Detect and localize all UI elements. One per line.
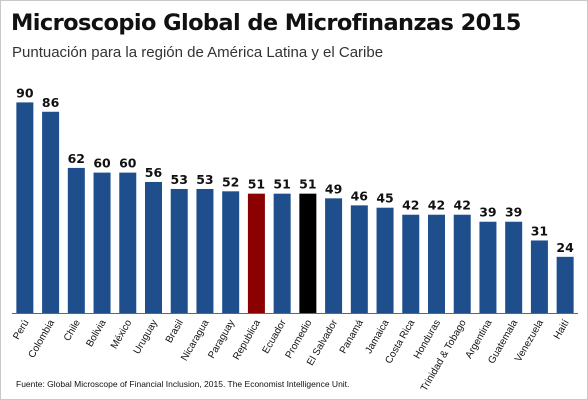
category-label: Perú (11, 318, 31, 342)
bar-value-label: 51 (299, 177, 316, 192)
bar-value-label: 86 (42, 95, 60, 110)
bar-11 (299, 193, 317, 313)
bar-8 (222, 191, 240, 313)
bar-7 (196, 188, 214, 313)
bar-0 (16, 102, 34, 314)
bar-19 (505, 221, 523, 313)
bar-value-label: 46 (351, 188, 369, 203)
bar-value-label: 60 (119, 156, 137, 171)
bar-2 (67, 167, 85, 313)
bar-value-label: 60 (93, 156, 111, 171)
chart-subtitle: Puntuación para la región de América Lat… (12, 44, 384, 61)
category-label: México (109, 318, 135, 351)
bar-value-label: 53 (196, 172, 213, 187)
bar-6 (170, 188, 188, 313)
bar-5 (145, 181, 162, 313)
bar-17 (453, 214, 471, 313)
bar-value-label: 24 (556, 240, 574, 255)
bar-value-label: 52 (222, 174, 239, 189)
bar-21 (556, 256, 574, 313)
category-label: Ecuador (261, 317, 289, 355)
bar-value-label: 31 (531, 223, 548, 238)
bar-value-label: 39 (479, 205, 496, 220)
bar-14 (376, 207, 394, 313)
bar-15 (402, 214, 420, 313)
bar-value-label: 42 (454, 198, 471, 213)
bar-9 (247, 193, 265, 313)
bar-value-label: 51 (273, 177, 290, 192)
category-label: Jamaica (363, 318, 391, 356)
bar-3 (93, 172, 111, 313)
bar-value-label: 51 (248, 177, 265, 192)
chart-title: Microscopio Global de Microfinanzas 2015 (11, 10, 521, 36)
bar-1 (42, 111, 60, 313)
category-label: Uruguay (132, 318, 160, 356)
bar-value-label: 56 (145, 165, 163, 180)
source-note: Fuente: Global Microscope of Financial I… (16, 379, 350, 389)
bar-value-label: 53 (171, 172, 188, 187)
category-label: Brasil (164, 318, 186, 345)
bar-value-label: 62 (68, 151, 85, 166)
category-label: Chile (62, 318, 83, 344)
bar-value-label: 42 (428, 198, 445, 213)
bar-value-label: 42 (402, 198, 419, 213)
category-label: Bolivia (84, 318, 108, 349)
bar-4 (119, 172, 137, 313)
bar-value-label: 90 (16, 85, 34, 100)
bar-18 (479, 221, 497, 313)
bar-10 (273, 193, 291, 313)
bar-16 (428, 214, 445, 313)
bar-12 (325, 198, 343, 313)
bar-13 (350, 205, 368, 313)
bar-value-label: 39 (505, 205, 522, 220)
category-label: Haití (552, 318, 572, 341)
bar-value-label: 45 (376, 191, 393, 206)
bar-value-label: 49 (325, 181, 342, 196)
category-label: Panamá (338, 318, 366, 356)
bar-20 (530, 240, 548, 313)
